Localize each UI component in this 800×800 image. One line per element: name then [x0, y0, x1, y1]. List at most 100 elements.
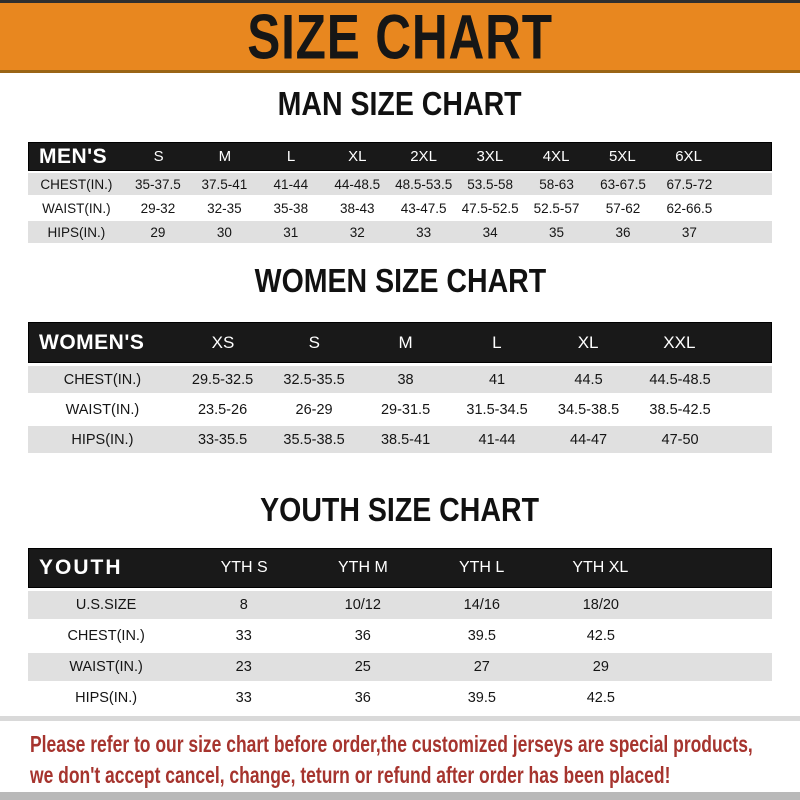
size-cell: 63-67.5: [600, 176, 646, 192]
banner: SIZE CHART: [0, 0, 800, 72]
size-cell: 42.5: [586, 690, 615, 706]
size-cell: 42.5: [586, 628, 615, 644]
size-cell: 52.5-57: [533, 200, 580, 216]
size-cell: 35-37.5: [135, 176, 181, 192]
size-cell: 37: [681, 224, 697, 240]
size-cell: 29-32: [140, 200, 176, 216]
youth-waist-row: WAIST(IN.) 23 25 27 29: [28, 653, 772, 681]
size-cell: 8: [239, 597, 248, 613]
size-cell: 35.5-38.5: [283, 431, 345, 448]
column-header: YTH L: [458, 559, 505, 576]
men-hips-row: HIPS(IN.) 29 30 31 32 33 34 35 36 37: [28, 221, 772, 243]
size-cell: 29.5-32.5: [191, 371, 254, 388]
size-cell: 32: [349, 224, 365, 240]
size-cell: 36: [615, 224, 631, 240]
size-cell: 39.5: [467, 690, 496, 706]
column-header: M: [218, 148, 232, 165]
column-header: XXL: [663, 332, 696, 352]
men-chest-row: CHEST(IN.) 35-37.5 37.5-41 41-44 44-48.5…: [28, 173, 772, 195]
size-cell: 30: [216, 224, 232, 240]
size-cell: 41-44: [273, 176, 309, 192]
men-section-title: MAN SIZE CHART: [0, 84, 800, 123]
size-cell: 53.5-58: [467, 176, 514, 192]
row-label: CHEST(IN.): [67, 628, 145, 644]
column-header: XL: [348, 148, 367, 165]
size-cell: 44-47: [570, 431, 608, 448]
bottom-edge-strip: [0, 792, 800, 800]
banner-bottom-edge: [0, 70, 800, 73]
size-cell: 34.5-38.5: [557, 401, 620, 418]
column-header: L: [492, 332, 502, 352]
column-header: XS: [211, 332, 235, 352]
women-size-table: WOMEN'S XS S M L XL XXL CHEST(IN.) 29.5-…: [28, 322, 772, 453]
size-cell: 35-38: [273, 200, 309, 216]
size-cell: 44.5-48.5: [649, 371, 711, 388]
row-label: HIPS(IN.): [47, 224, 106, 240]
size-cell: 23: [235, 659, 252, 675]
disclaimer-line-1: Please refer to our size chart before or…: [30, 731, 753, 757]
column-header: S: [153, 148, 164, 165]
size-cell: 23.5-26: [197, 401, 248, 418]
row-label: WAIST(IN.): [65, 401, 140, 418]
column-header: 3XL: [476, 148, 504, 165]
row-label: U.S.SIZE: [75, 597, 137, 613]
column-header: 2XL: [410, 148, 437, 165]
women-section-title: WOMEN SIZE CHART: [0, 261, 800, 300]
size-cell: 36: [354, 690, 371, 706]
size-cell: 33: [416, 224, 432, 240]
column-header: 6XL: [675, 148, 702, 165]
column-header: YTH M: [338, 559, 388, 576]
row-label: HIPS(IN.): [71, 431, 134, 448]
youth-chest-row: CHEST(IN.) 33 36 39.5 42.5: [28, 622, 772, 650]
table-bottom-divider: [0, 716, 800, 721]
youth-table-corner-label: YOUTH: [39, 556, 123, 579]
youth-ussize-row: U.S.SIZE 8 10/12 14/16 18/20: [28, 591, 772, 619]
men-size-table: MEN'S S M L XL 2XL 3XL 4XL 5XL 6XL CHEST…: [28, 142, 772, 243]
size-cell: 10/12: [344, 597, 381, 613]
size-cell: 35: [549, 224, 565, 240]
youth-section-title: YOUTH SIZE CHART: [0, 490, 800, 529]
women-waist-row: WAIST(IN.) 23.5-26 26-29 29-31.5 31.5-34…: [28, 396, 772, 423]
size-cell: 38.5-41: [380, 431, 431, 448]
disclaimer-line-2: we don't accept cancel, change, teturn o…: [30, 762, 671, 788]
size-cell: 37.5-41: [201, 176, 248, 192]
size-cell: 44-48.5: [334, 176, 381, 192]
size-cell: 31: [283, 224, 299, 240]
size-cell: 29: [150, 224, 166, 240]
row-label: CHEST(IN.): [40, 176, 113, 192]
size-cell: 41: [488, 371, 506, 388]
column-header: S: [308, 332, 320, 352]
size-cell: 32.5-35.5: [283, 371, 345, 388]
youth-size-table: YOUTH YTH S YTH M YTH L YTH XL U.S.SIZE …: [28, 548, 772, 712]
row-label: WAIST(IN.): [69, 659, 143, 675]
size-cell: 58-63: [539, 176, 574, 192]
women-table-header: WOMEN'S XS S M L XL XXL: [28, 322, 772, 363]
women-chest-row: CHEST(IN.) 29.5-32.5 32.5-35.5 38 41 44.…: [28, 366, 772, 393]
size-cell: 39.5: [467, 628, 496, 644]
size-cell: 18/20: [582, 597, 619, 613]
youth-section-title-text: YOUTH SIZE CHART: [260, 490, 540, 529]
size-cell: 38-43: [339, 200, 375, 216]
size-cell: 47.5-52.5: [461, 200, 519, 216]
size-cell: 29: [592, 659, 609, 675]
size-cell: 33-35.5: [197, 431, 248, 448]
page-title: SIZE CHART: [247, 1, 553, 73]
size-cell: 41-44: [478, 431, 516, 448]
row-label: WAIST(IN.): [42, 200, 111, 216]
size-cell: 32-35: [207, 200, 242, 216]
size-cell: 43-47.5: [400, 200, 447, 216]
women-section-title-text: WOMEN SIZE CHART: [254, 261, 546, 300]
men-table-header: MEN'S S M L XL 2XL 3XL 4XL 5XL 6XL: [28, 142, 772, 171]
size-cell: 34: [482, 224, 498, 240]
size-cell: 26-29: [295, 401, 333, 418]
youth-table-header: YOUTH YTH S YTH M YTH L YTH XL: [28, 548, 772, 588]
size-cell: 62-66.5: [666, 200, 713, 216]
row-label: HIPS(IN.): [75, 690, 138, 706]
youth-hips-row: HIPS(IN.) 33 36 39.5 42.5: [28, 684, 772, 712]
size-cell: 67.5-72: [666, 176, 713, 192]
column-header: YTH XL: [572, 559, 629, 576]
size-cell: 29-31.5: [380, 401, 431, 418]
row-label: CHEST(IN.): [63, 371, 142, 388]
men-section-title-text: MAN SIZE CHART: [277, 84, 523, 123]
size-cell: 36: [354, 628, 371, 644]
